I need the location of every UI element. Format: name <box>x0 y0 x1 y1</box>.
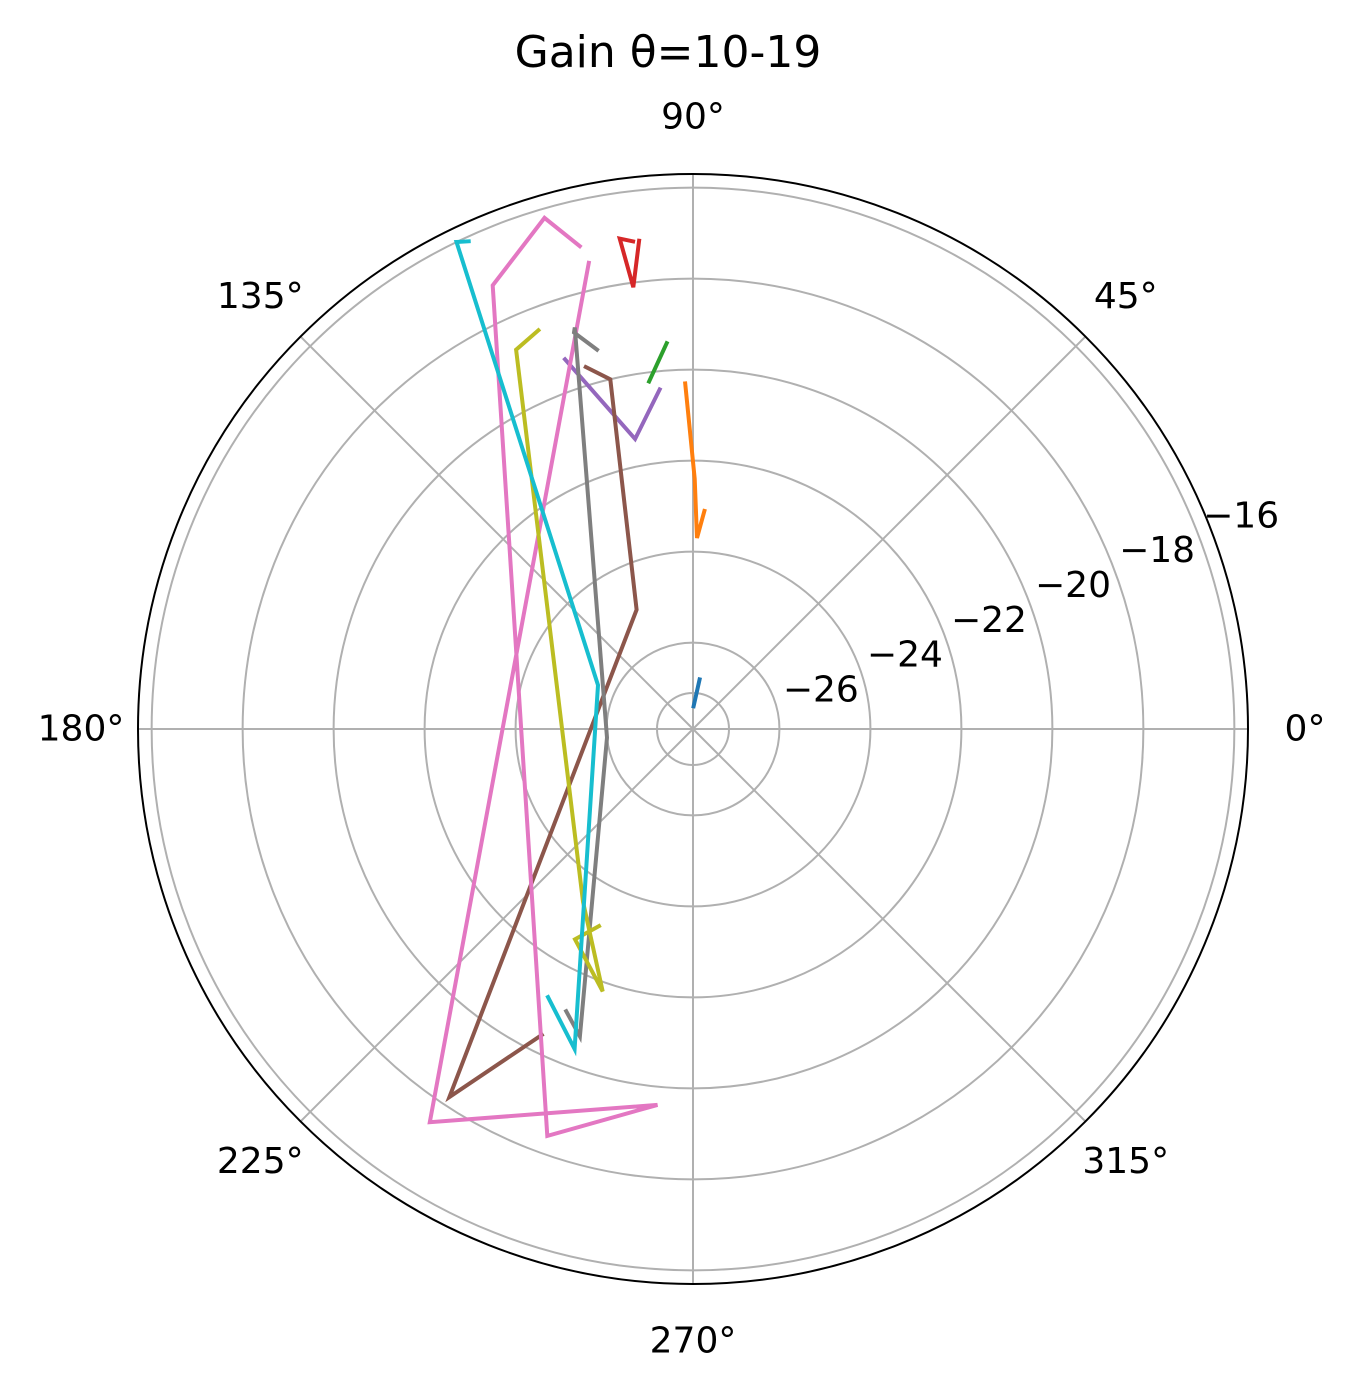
theta-gridline-135 <box>299 335 694 730</box>
r-gridline <box>241 277 1145 1181</box>
series-line-2 <box>683 381 707 539</box>
r-tick-label: −20 <box>1035 565 1111 606</box>
theta-gridline-315 <box>692 728 1087 1123</box>
r-tick-label: −22 <box>951 600 1027 641</box>
theta-gridline-225 <box>299 728 694 1123</box>
r-tick-label: −18 <box>1119 530 1195 571</box>
r-gridline <box>514 550 872 908</box>
theta-tick-label: 315° <box>1082 1141 1169 1182</box>
theta-tick-label: 0° <box>1285 709 1326 750</box>
series-line-6 <box>445 364 639 1103</box>
series-line-1 <box>691 677 702 709</box>
data-series <box>427 215 707 1139</box>
series-line-3 <box>646 340 670 385</box>
r-gridline-inner <box>656 692 730 766</box>
r-tick-label: −24 <box>867 635 943 676</box>
theta-tick-label: 270° <box>650 1321 737 1362</box>
theta-tick-label: 225° <box>217 1141 304 1182</box>
chart-title: Gain θ=10-19 <box>515 27 822 78</box>
polar-outer-spine <box>137 173 1249 1285</box>
series-line-10 <box>453 239 601 1057</box>
theta-tick-label: 45° <box>1094 276 1158 317</box>
polar-grid <box>138 174 1248 1284</box>
series-line-4 <box>616 235 642 288</box>
r-tick-label: −26 <box>783 669 859 710</box>
series-line-5 <box>562 356 663 443</box>
theta-tick-label: 90° <box>661 97 725 138</box>
series-line-7 <box>427 215 659 1139</box>
r-gridline <box>332 368 1054 1090</box>
r-gridline <box>150 186 1236 1272</box>
r-tick-label: −16 <box>1203 495 1279 536</box>
theta-gridline-45 <box>692 335 1087 730</box>
tick-labels: 0° 45° 90° 135° 180° 225° 270° 315° −26−24−22−20… <box>38 97 1326 1362</box>
series-line-8 <box>563 327 610 1044</box>
theta-tick-label: 180° <box>38 709 125 750</box>
theta-tick-label: 135° <box>217 276 304 317</box>
series-line-9 <box>513 327 605 993</box>
